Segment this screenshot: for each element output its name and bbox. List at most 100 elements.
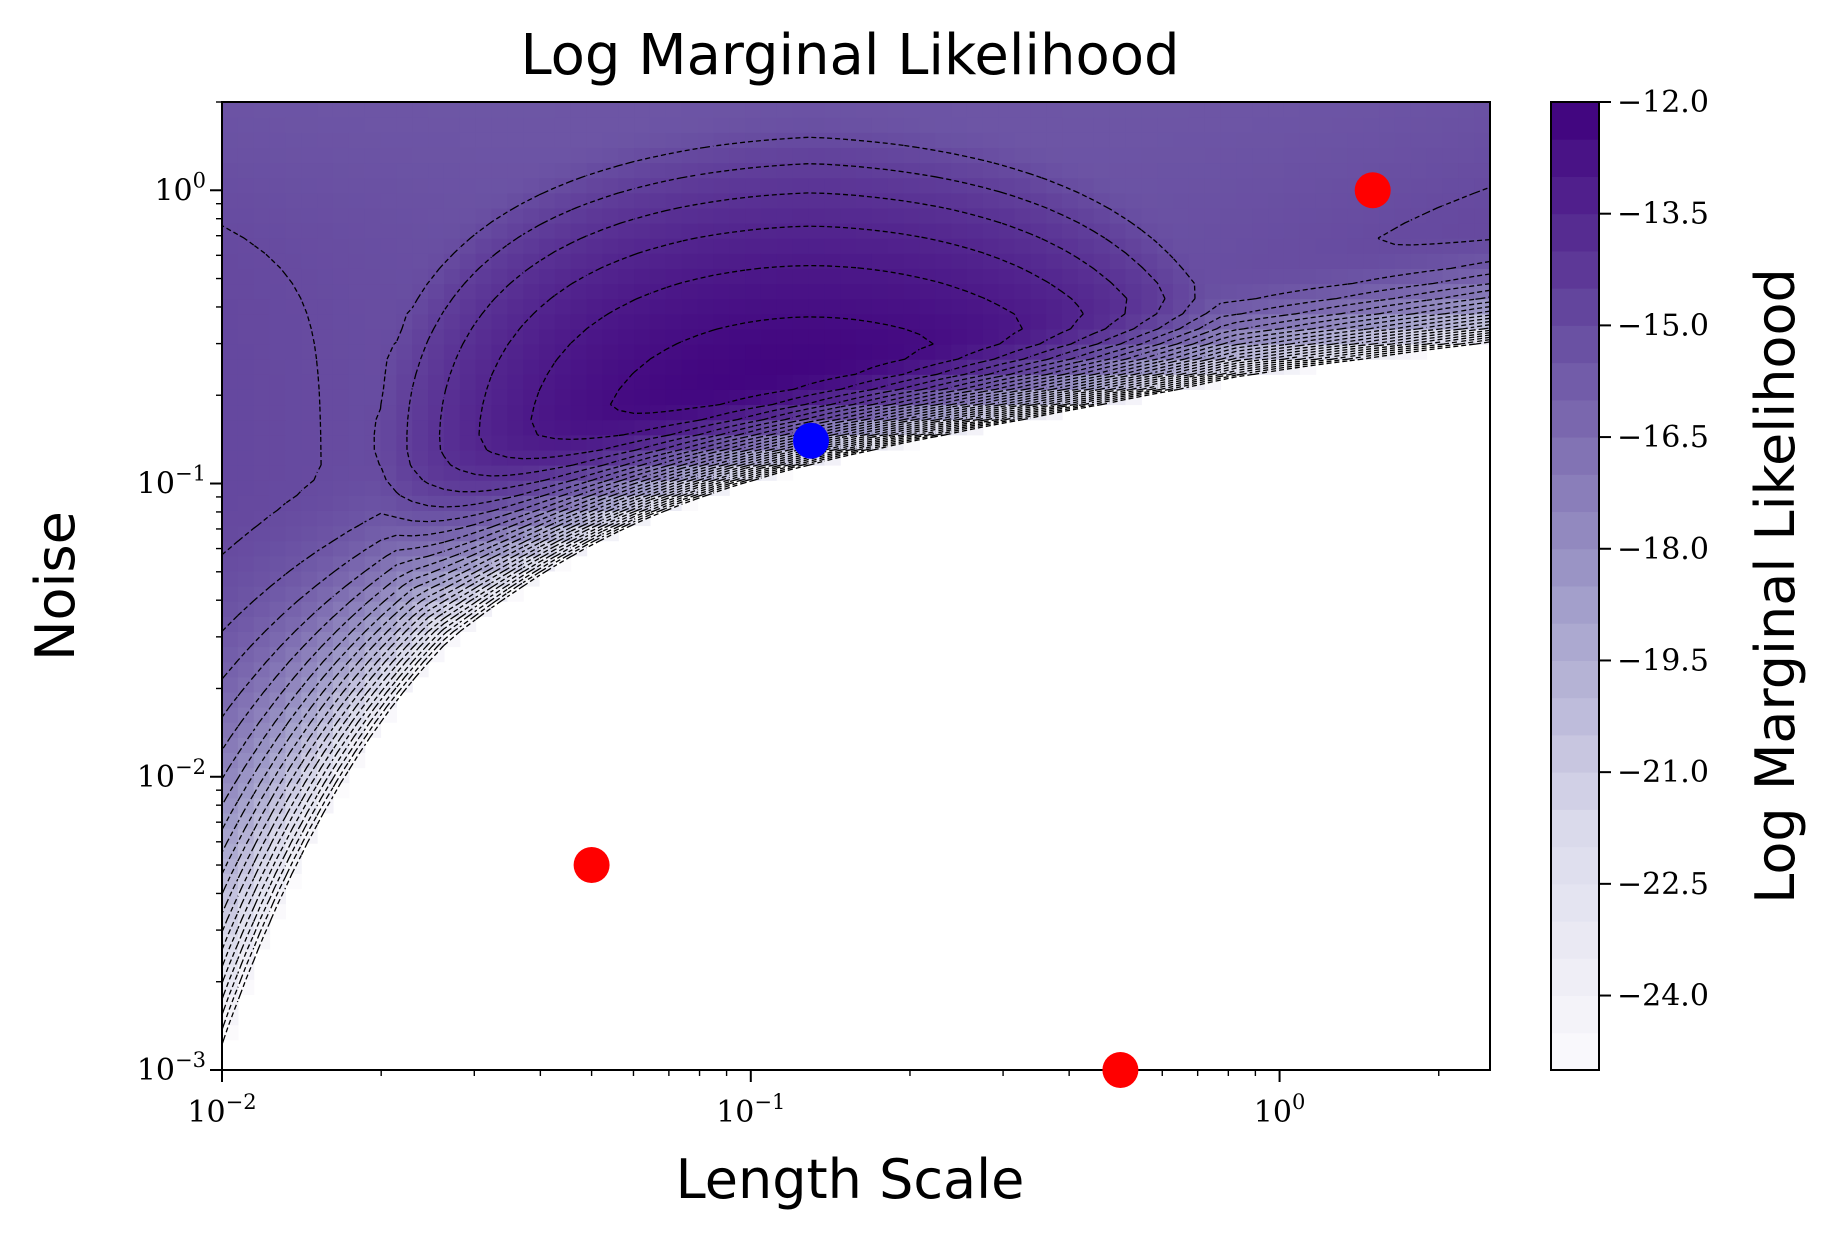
contour-line [222,324,1490,933]
field-cell [1046,223,1063,239]
field-cell [760,283,778,300]
field-cell [840,207,857,224]
field-cell [332,117,350,133]
field-cell [697,283,714,300]
field-cell [1093,253,1111,269]
field-cell [1410,253,1428,269]
field-cell [475,419,493,436]
field-cell [1062,313,1079,330]
field-cell [332,404,350,421]
field-cell [792,359,810,375]
field-cell [285,555,302,572]
field-cell [1283,238,1301,254]
field-cell [396,631,413,648]
field-cell [729,102,746,118]
field-cell [428,510,445,527]
field-cell [634,223,651,239]
field-cell [507,389,524,406]
field-cell [808,253,825,269]
field-cell [285,328,302,345]
field-cell [285,389,302,406]
field-cell [459,177,477,194]
field-cell [554,404,572,421]
field-cell [1141,253,1158,269]
field-cell [428,601,445,617]
field-cell [475,283,493,300]
field-cell [776,117,794,133]
field-cell [554,253,572,269]
field-cell [380,676,397,693]
field-cell [1315,223,1333,239]
field-cell [332,177,350,194]
field-cell [317,661,334,678]
field-cell [475,177,493,194]
field-cell [332,359,350,375]
field-cell [539,298,556,315]
field-cell [697,404,714,421]
field-cell [269,555,286,572]
field-cell [1283,102,1301,118]
field-cell [1062,102,1079,118]
field-cell [1157,298,1174,315]
field-cell [1458,177,1475,194]
field-cell [380,525,397,542]
field-cell [443,344,461,360]
field-cell [998,238,1016,254]
field-cell [1109,117,1127,133]
field-cell [1252,283,1269,300]
field-cell [253,646,271,663]
marker-point [1102,1052,1139,1088]
field-cell [475,102,493,118]
field-cell [871,192,889,209]
field-cell [935,223,952,239]
field-cell [792,389,810,406]
field-cell [1220,313,1237,330]
field-cell [1062,162,1079,179]
field-cell [348,192,366,209]
field-cell [428,238,445,254]
field-cell [1157,268,1174,285]
field-cell [935,344,952,360]
field-cell [1394,207,1412,224]
field-cell [1109,177,1127,194]
field-cell [459,147,477,164]
field-cell [951,344,968,360]
field-cell [856,268,873,285]
field-cell [1315,177,1333,194]
field-cell [443,177,461,194]
field-cell [412,555,429,572]
field-cell [507,570,524,587]
field-cell [253,374,271,390]
field-cell [1204,283,1222,300]
colorbar-band [1551,399,1599,438]
field-cell [586,313,603,330]
field-cell [539,253,556,269]
field-cell [1458,223,1475,239]
field-cell [285,313,302,330]
field-cell [792,374,810,390]
field-cell [966,132,984,148]
field-cell [1283,192,1301,209]
field-cell [951,268,968,285]
field-cell [713,404,730,421]
field-cell [491,344,508,360]
field-cell [1426,102,1444,118]
field-cell [729,223,746,239]
field-cell [507,480,524,496]
field-cell [1252,207,1269,224]
field-cell [856,344,873,360]
field-cell [1157,102,1174,118]
field-cell [1283,147,1301,164]
field-cell [602,223,619,239]
field-cell [348,510,366,527]
field-cell [1252,132,1269,148]
field-cell [459,132,477,148]
colorbar-band [1551,511,1599,550]
field-cell [919,298,936,315]
field-cell [1347,283,1364,300]
field-cell [1141,147,1158,164]
field-cell [1299,207,1317,224]
field-cell [443,404,461,421]
field-cell [364,389,382,406]
field-cell [1252,162,1269,179]
